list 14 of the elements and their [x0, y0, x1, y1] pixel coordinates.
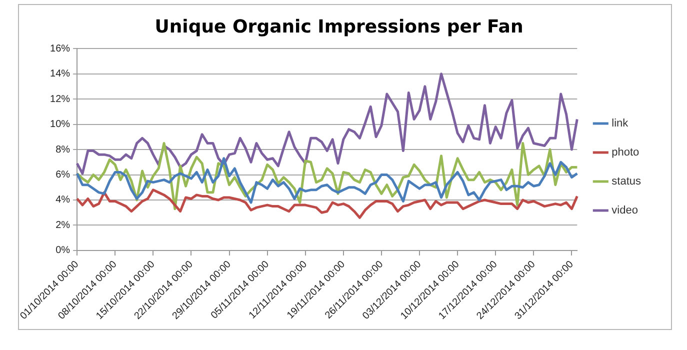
chart-title: Unique Organic Impressions per Fan [154, 16, 524, 38]
legend-label: status [612, 176, 642, 188]
y-tick-label: 4% [56, 194, 70, 206]
y-tick-label: 6% [56, 170, 70, 181]
legend-label: photo [612, 146, 640, 159]
y-tick-label: 10% [50, 119, 70, 130]
legend-label: link [612, 118, 629, 130]
y-tick-label: 0% [56, 245, 70, 256]
y-tick-label: 2% [56, 220, 70, 231]
y-tick-label: 8% [56, 144, 70, 156]
y-tick-label: 16% [50, 43, 70, 54]
legend-label: video [612, 204, 638, 217]
y-tick-label: 12% [50, 94, 70, 105]
y-tick-label: 14% [50, 68, 70, 80]
